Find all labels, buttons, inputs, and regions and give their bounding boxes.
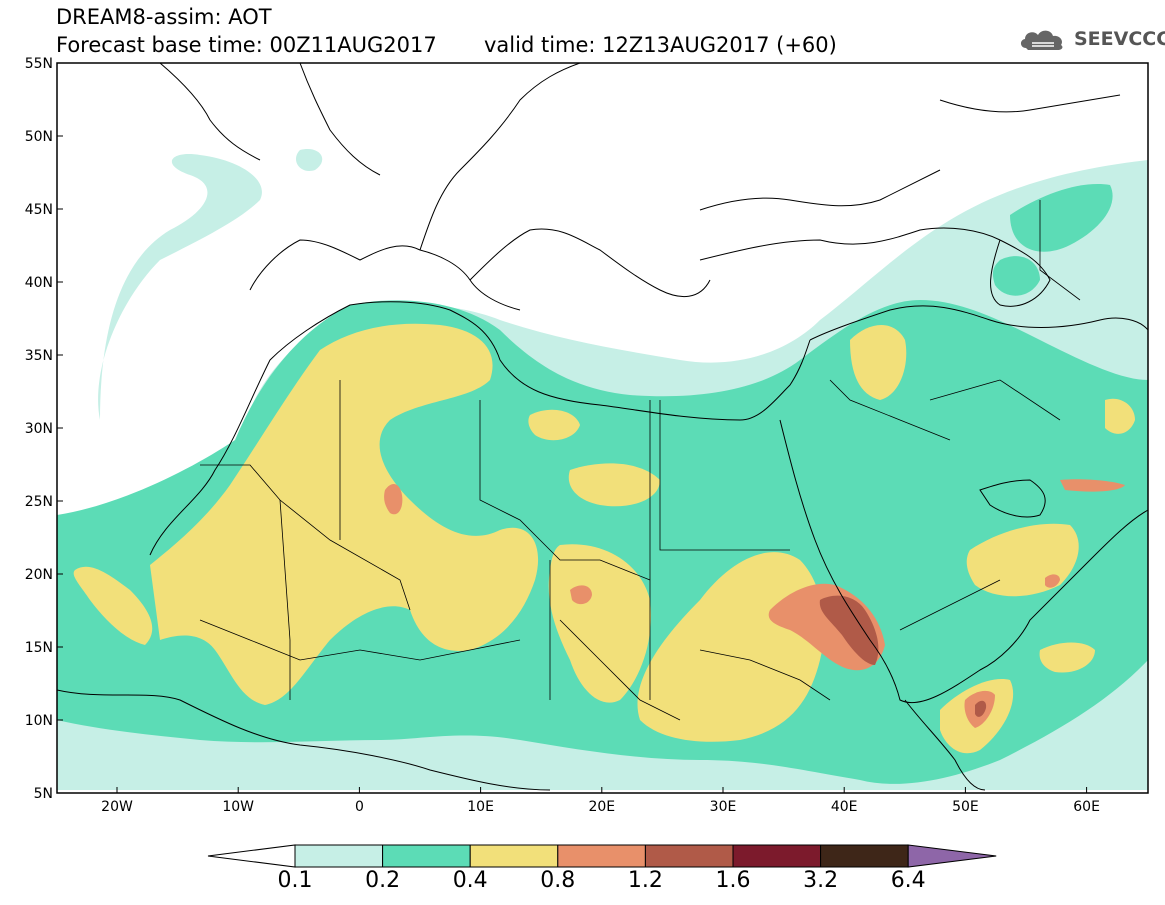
coastlines-and-borders — [57, 63, 1148, 791]
lon-label: 10E — [467, 799, 494, 815]
colorbar-right-arrow — [907, 844, 997, 868]
lon-label: 10W — [222, 799, 254, 815]
lat-label: 40N — [25, 275, 53, 291]
lat-label: 25N — [25, 494, 53, 510]
lat-label: 10N — [25, 713, 53, 729]
longitude-axis: 20W 10W 0 10E 20E 30E 40E 50E 60E — [101, 787, 1100, 815]
lat-label: 30N — [25, 421, 53, 437]
colorbar-box — [557, 844, 646, 868]
lat-label: 50N — [25, 129, 53, 145]
lat-label: 5N — [34, 786, 53, 802]
colorbar — [207, 844, 997, 868]
colorbar-label: 0.4 — [452, 868, 488, 893]
colorbar-label: 0.2 — [365, 868, 401, 893]
colorbar-label: 1.6 — [715, 868, 751, 893]
colorbar-box — [382, 844, 471, 868]
aot-field-1-2 — [819, 595, 987, 717]
colorbar-box — [294, 844, 384, 868]
lon-label: 50E — [952, 799, 979, 815]
lat-label: 20N — [25, 567, 53, 583]
colorbar-box — [644, 844, 734, 868]
colorbar-label: 3.2 — [803, 868, 839, 893]
lat-label: 35N — [25, 348, 53, 364]
colorbar-label: 0.8 — [540, 868, 576, 893]
lat-label: 55N — [25, 56, 53, 72]
title-line-1: DREAM8-assim: AOT — [56, 5, 272, 29]
colorbar-box — [732, 844, 822, 868]
colorbar-box — [820, 844, 909, 868]
country-borders — [199, 200, 1081, 721]
colorbar-label: 1.2 — [627, 868, 663, 893]
lon-label: 40E — [831, 799, 858, 815]
colorbar-box — [469, 844, 559, 868]
cloud-icon — [1020, 30, 1063, 50]
colorbar-label: 0.1 — [277, 868, 313, 893]
lon-label: 20W — [101, 799, 133, 815]
logo-text: SEEVCCC — [1074, 28, 1165, 50]
seevccc-logo: SEEVCCC — [1018, 26, 1165, 56]
latitude-axis: 55N 50N 45N 40N 35N 30N 25N 20N 15N 10N 5N — [25, 56, 63, 802]
title-line-2: Forecast base time: 00Z11AUG2017 — [56, 33, 437, 57]
lon-label: 0 — [355, 799, 364, 815]
lon-label: 20E — [588, 799, 615, 815]
colorbar-label: 6.4 — [890, 868, 926, 893]
colorbar-left-arrow — [207, 844, 296, 868]
valid-time: valid time: 12Z13AUG2017 (+60) — [484, 33, 837, 57]
lat-label: 15N — [25, 640, 53, 656]
lon-label: 60E — [1073, 799, 1100, 815]
lat-label: 45N — [25, 202, 53, 218]
lon-label: 30E — [710, 799, 737, 815]
